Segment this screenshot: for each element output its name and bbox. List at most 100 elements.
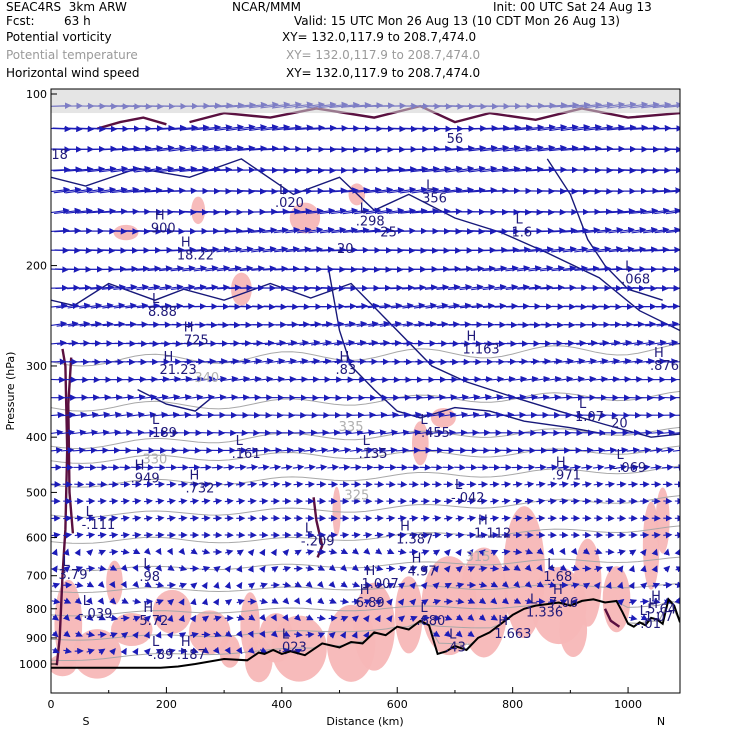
wind-arrow [101,284,126,291]
wind-arrow [54,207,82,215]
wind-arrow [170,246,197,254]
model-title: SEAC4RS 3km ARW [6,0,127,14]
wind-arrow [79,302,103,310]
wind-arrow [574,246,600,253]
wind-arrow [179,124,210,131]
wind-arrow [619,226,647,234]
extremum-value-label: .83 [336,363,357,378]
x-tick-label: 1000 [614,698,642,711]
wind-arrow [338,447,352,454]
wind-arrow [337,429,353,436]
wind-arrow [585,265,612,273]
wind-arrow [418,447,433,454]
wind-arrow [257,447,271,454]
wind-arrow [371,411,388,419]
wind-arrow [422,145,452,153]
wind-arrow [293,481,304,488]
wind-arrow [220,394,239,401]
wind-arrow [65,207,93,215]
wind-arrow [503,144,533,152]
pv-contour [603,608,621,628]
wind-arrow [519,358,540,365]
theta-contour-label: 315 [466,550,491,565]
wind-arrow [251,246,277,253]
wind-arrow [342,227,370,234]
wind-arrow [236,498,246,505]
wind-arrow [513,515,523,522]
field-name-potential-temperature: Potential temperature [6,48,138,62]
wind-arrow [485,394,504,401]
wind-arrow [287,339,310,347]
wind-arrow [388,186,417,194]
extremum-value-label: 8.88 [148,305,177,320]
wind-arrow [425,302,449,310]
wind-arrow [361,447,375,454]
wind-arrow [302,429,318,437]
wind-arrow [258,464,270,471]
wind-arrow [148,302,172,310]
wind-arrow [219,375,239,383]
wind-arrow [526,124,556,131]
pv-shade-blob [602,566,631,633]
wind-arrow [193,265,219,272]
wind-arrow [168,124,199,132]
wind-arrow [452,429,468,436]
wind-arrow [106,429,122,436]
wind-arrow [503,166,533,173]
wind-speed-label: 56 [447,132,464,147]
wind-arrow [596,208,624,215]
wind-arrow [368,339,390,347]
wind-arrow [591,447,606,454]
wind-arrow [574,265,600,272]
wind-arrow [631,226,658,234]
wind-arrow [528,284,554,291]
wind-arrow [654,207,680,215]
wind-arrow [265,375,285,383]
wind-arrow [111,186,140,194]
wind-arrow [499,447,513,454]
wind-arrow [310,320,333,328]
wind-arrow [132,531,142,539]
wind-arrow [648,429,664,436]
wind-arrow [585,246,612,253]
wind-arrow [445,165,475,173]
wind-arrow [542,358,563,365]
wind-arrow [423,186,451,194]
wind-arrow [560,145,591,152]
wind-arrow [516,246,543,253]
wind-arrow [110,145,141,152]
wind-arrow [291,447,306,454]
pv-shade-blob [231,272,252,306]
wind-arrow [168,144,198,152]
wind-arrow [162,394,181,401]
wind-arrow [616,481,627,488]
x-axis-label: Distance (km) [326,715,403,728]
wind-arrow [163,411,180,419]
wind-arrow [226,145,256,152]
wind-arrow [262,246,289,253]
wind-arrow [606,124,637,132]
wind-arrow [127,376,147,383]
pv-shade-blob [394,576,423,654]
wind-arrow [653,187,680,194]
extremum-value-label: 6.89 [356,596,385,611]
wind-arrow [184,358,205,365]
extremum-value-label: -.042 [451,491,485,506]
wind-arrow [53,186,82,194]
wind-arrow [134,165,163,173]
wind-arrow [321,320,345,328]
wind-arrow [214,144,244,152]
wind-arrow [390,284,415,292]
wind-arrow [517,284,542,291]
wind-arrow [643,226,670,234]
extremum-value-label: -.89 [148,648,173,663]
extremum-value-label: 21.23 [160,363,197,378]
wind-arrow [493,246,520,254]
extremum-value-label: -.111 [82,518,116,533]
theta-contour-line [51,525,680,544]
wind-arrow [63,515,73,522]
wind-arrow [625,429,641,437]
wind-arrow [151,411,169,419]
wind-arrow [418,429,433,436]
wind-arrow [216,265,242,272]
